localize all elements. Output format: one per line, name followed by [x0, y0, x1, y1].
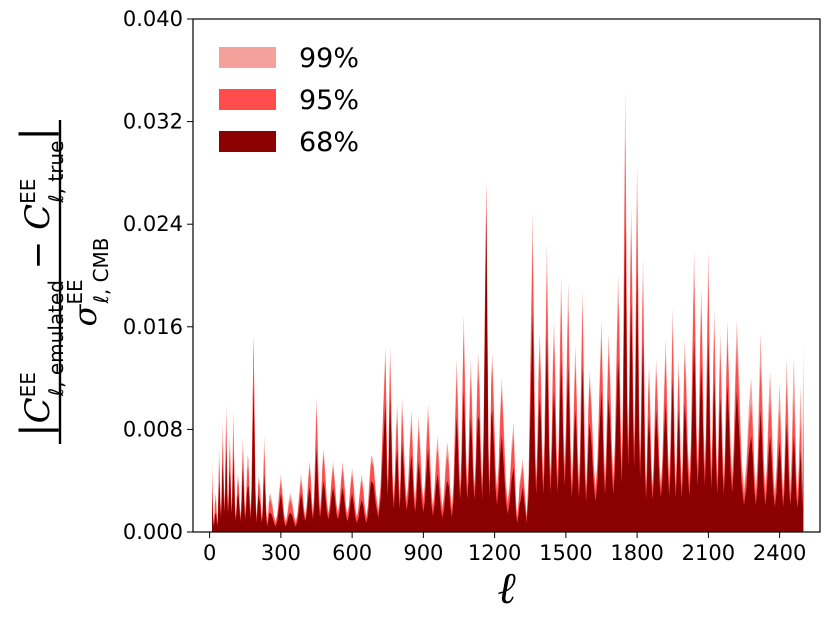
x-tick-label: 1200 [468, 541, 521, 565]
y-tick-label: 0.040 [123, 7, 183, 31]
y-tick-label: 0.008 [123, 417, 183, 441]
y-label-abs-left: | [13, 423, 59, 436]
legend-swatch-1 [219, 89, 276, 110]
x-tick-label: 2100 [682, 541, 735, 565]
x-tick-label: 900 [403, 541, 443, 565]
y-tick-label: 0.016 [123, 315, 183, 339]
legend-swatch-2 [219, 131, 276, 152]
x-tick-label: 1500 [539, 541, 592, 565]
x-tick-label: 1800 [610, 541, 663, 565]
y-tick-label: 0.032 [123, 110, 183, 134]
x-tick-label: 300 [261, 541, 301, 565]
y-label-abs-right: | [13, 127, 59, 140]
y-axis: 0.000 0.008 0.016 0.024 0.032 0.040 [123, 7, 193, 544]
legend-swatch-0 [219, 47, 276, 68]
legend: 99% 95% 68% [219, 43, 359, 158]
x-tick-label: 0 [203, 541, 216, 565]
y-label-sigma: σ [66, 304, 104, 327]
x-tick-label: 2400 [753, 541, 806, 565]
y-label-c2: C [18, 204, 58, 230]
legend-label-1: 95% [299, 85, 359, 116]
y-label-minus: − [18, 230, 58, 280]
legend-label-2: 68% [299, 127, 359, 158]
y-axis-label: |CEE ℓ, emulated − CEE ℓ, true| σEE ℓ, CMB [13, 120, 113, 444]
y-label-c1-sup: EE [16, 372, 40, 397]
plot-frame [192, 18, 821, 533]
y-label-denominator: σEE ℓ, CMB [63, 237, 113, 326]
y-label-numerator: |CEE ℓ, emulated − CEE ℓ, true| [13, 127, 68, 437]
y-label-c1: C [18, 397, 58, 423]
y-tick-label: 0.024 [123, 212, 183, 236]
legend-label-0: 99% [299, 43, 359, 74]
y-label-sigma-sub: ℓ, CMB [89, 237, 113, 304]
x-tick-label: 600 [332, 541, 372, 565]
series-areas [212, 89, 804, 532]
y-label-sigma-sup: EE [63, 279, 87, 304]
x-axis-label: ℓ [497, 563, 516, 614]
y-label-c1-sub: ℓ, emulated [44, 280, 68, 397]
y-label-c2-sup: EE [16, 179, 40, 204]
y-label-c2-sub: ℓ, true [44, 141, 68, 204]
area-series-2 [212, 211, 804, 532]
x-axis: 0 300 600 900 1200 1500 1800 2100 2400 [203, 532, 806, 565]
y-tick-label: 0.000 [123, 520, 183, 544]
